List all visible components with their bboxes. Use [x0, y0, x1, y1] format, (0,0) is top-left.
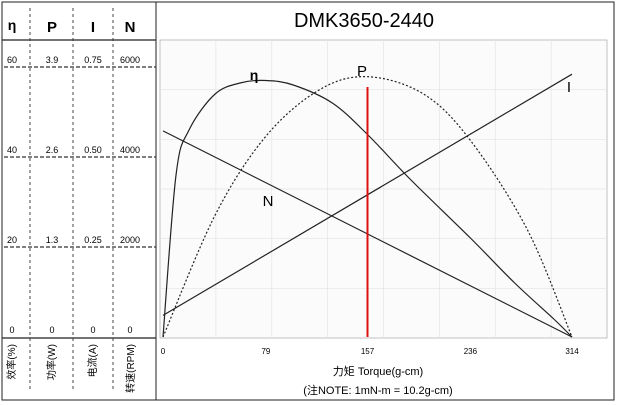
- row-20-i: 0.25: [84, 235, 102, 245]
- row-0-i: 0: [90, 325, 95, 335]
- axis-label-efficiency: 效率(%): [5, 344, 18, 380]
- power-curve: [162, 76, 573, 338]
- series-label: η: [250, 67, 259, 83]
- row-0-p: 0: [49, 325, 54, 335]
- header-eta: η: [8, 17, 17, 33]
- series-label-layer: η P I N: [250, 63, 571, 210]
- scale-table-frame: [1, 1, 157, 401]
- grid-layer: [160, 40, 607, 338]
- x-axis-label: 力矩 Torque(g-cm): [333, 365, 423, 378]
- row-20-eta: 20: [7, 235, 17, 245]
- row-60-eta: 60: [7, 55, 17, 65]
- x-tick-layer: 0 79 157 236 314: [161, 347, 579, 356]
- x-tick-label: 0: [161, 347, 166, 356]
- row-40-n: 4000: [120, 145, 140, 155]
- row-60-i: 0.75: [84, 55, 102, 65]
- row-20-n: 2000: [120, 235, 140, 245]
- efficiency-curve: [162, 79, 573, 338]
- row-40-eta: 40: [7, 145, 17, 155]
- chart-title: DMK3650-2440: [294, 10, 434, 32]
- axis-label-speed: 转速(RPM): [124, 344, 137, 393]
- x-tick-label: 236: [464, 347, 478, 356]
- axis-label-current: 电流(A): [86, 344, 99, 377]
- axis-label-power: 功率(W): [45, 344, 58, 380]
- row-60-p: 3.9: [46, 55, 59, 65]
- header-n: N: [125, 19, 136, 36]
- row-0-eta: 0: [9, 325, 14, 335]
- x-tick-label: 157: [361, 347, 375, 356]
- series-label: I: [567, 79, 571, 96]
- unit-note: (注NOTE: 1mN-m = 10.2g-cm): [303, 383, 452, 397]
- row-40-i: 0.50: [84, 145, 102, 155]
- series-label: N: [263, 193, 274, 210]
- row-40-p: 2.6: [46, 145, 59, 155]
- row-0-n: 0: [127, 325, 132, 335]
- x-tick-label: 314: [565, 347, 579, 356]
- header-p: P: [47, 19, 57, 36]
- row-60-n: 6000: [120, 55, 140, 65]
- x-tick-label: 79: [261, 347, 270, 356]
- series-label: P: [357, 63, 367, 80]
- row-20-p: 1.3: [46, 235, 59, 245]
- scale-dash-layer: [4, 8, 156, 392]
- header-i: I: [91, 19, 95, 36]
